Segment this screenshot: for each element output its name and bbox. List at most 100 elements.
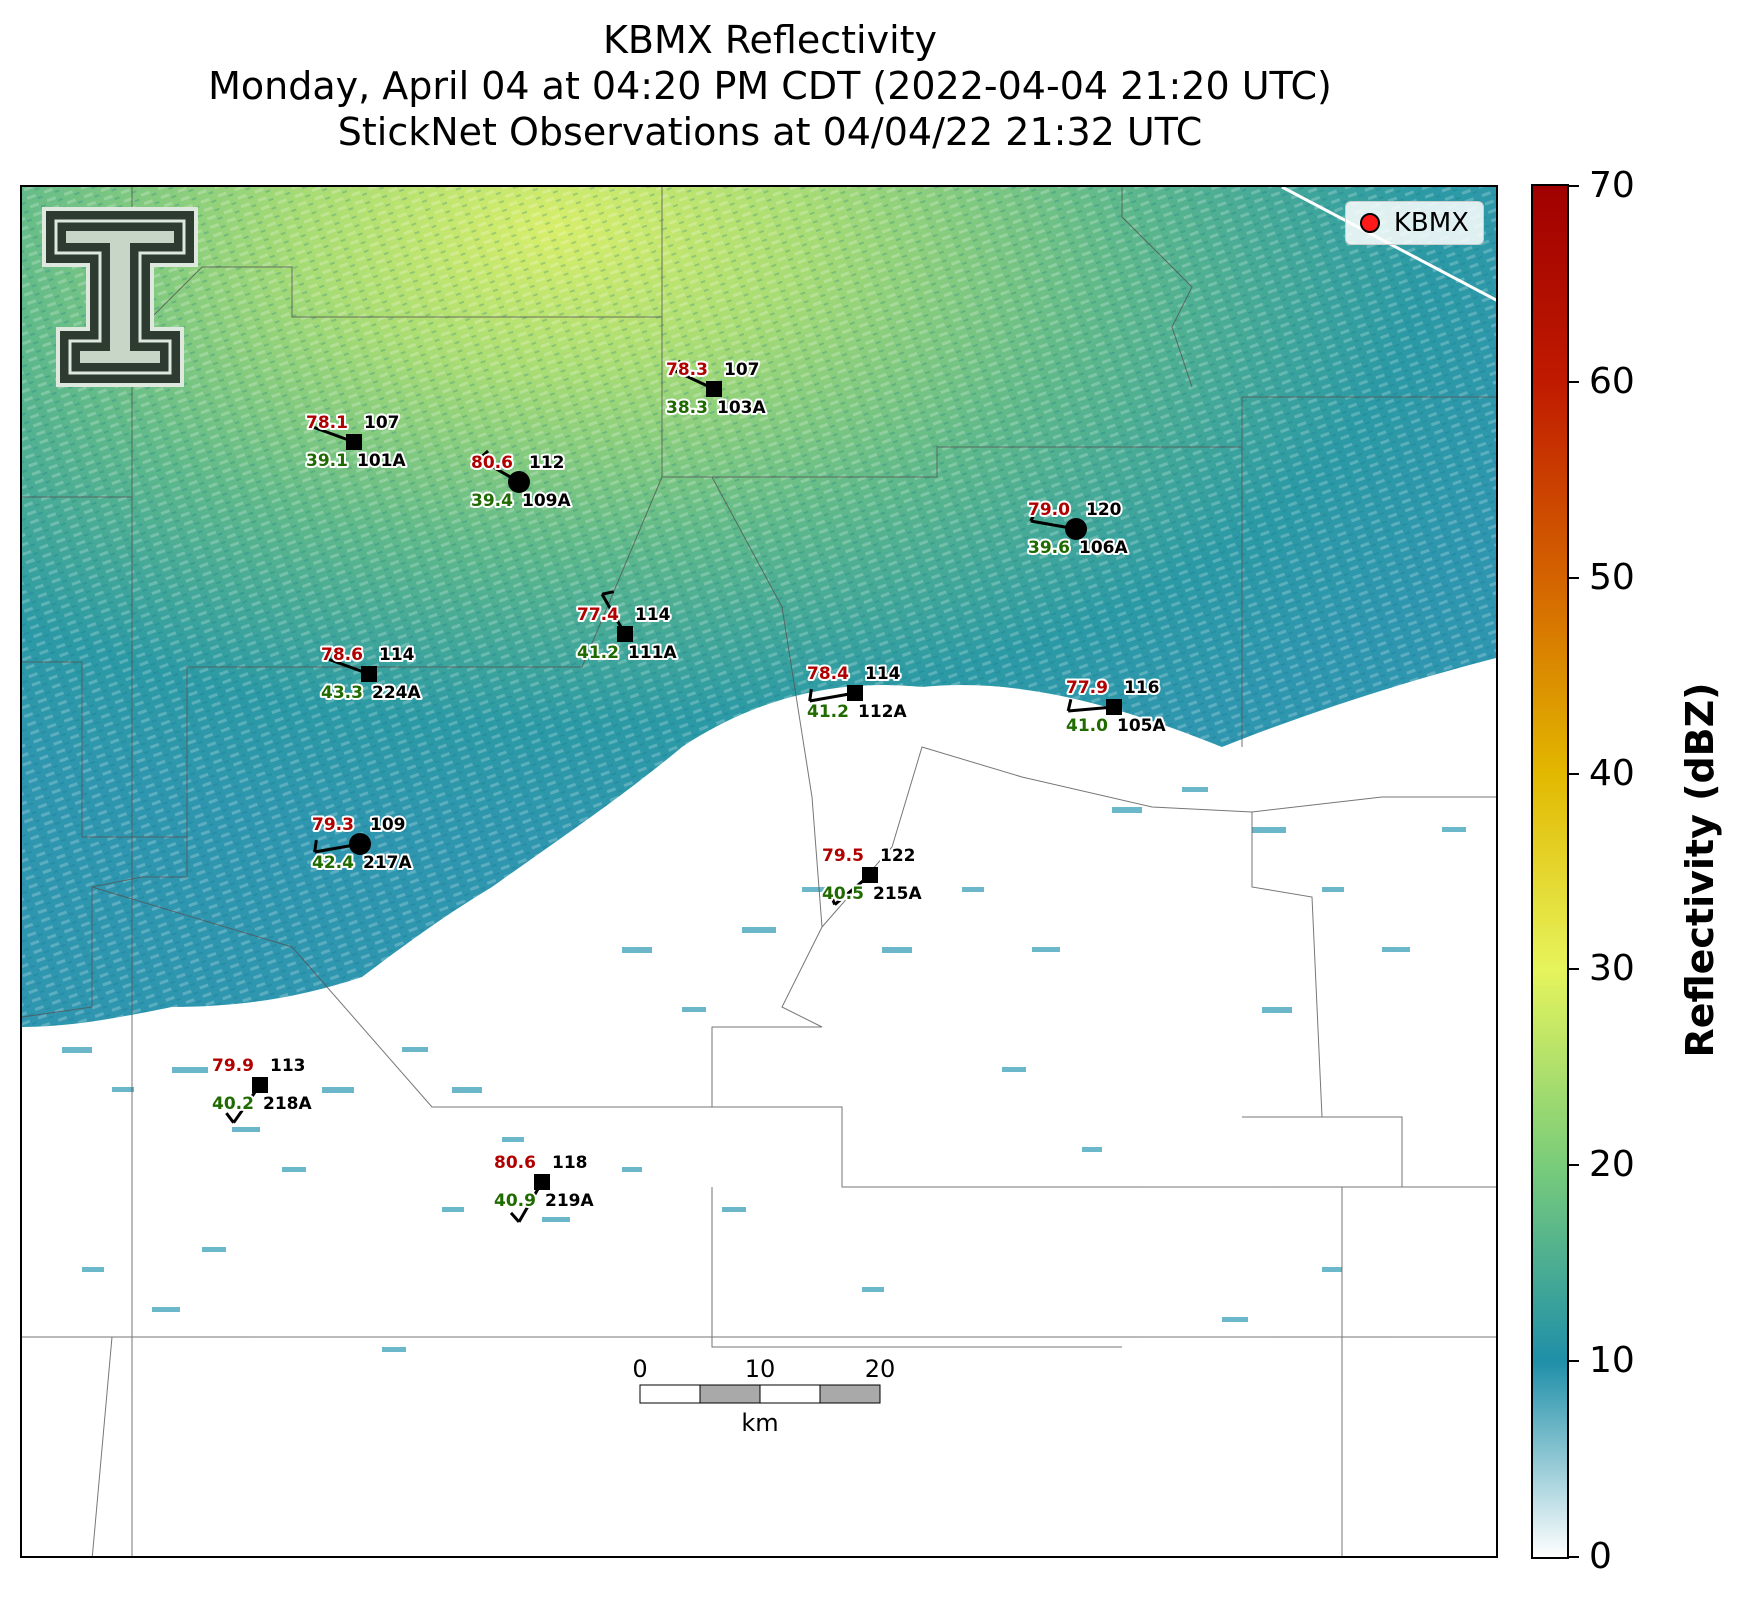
wind-barb-flag: [309, 415, 320, 428]
station-pressure: 107: [724, 360, 760, 380]
station-dewpoint: 40.5: [822, 884, 864, 904]
station-217a[interactable]: 79.3 109 42.4 217A: [310, 813, 414, 875]
wind-barb-flag: [808, 688, 813, 702]
station-id: 217A: [363, 853, 412, 873]
station-id: 215A: [873, 884, 922, 904]
station-pressure: 120: [1086, 500, 1122, 520]
radar-map[interactable]: 78.1 107 39.1 101A 80.6 112 39.4 109A 78.3 107 38.…: [20, 185, 1498, 1558]
station-dewpoint: 41.0: [1066, 716, 1108, 736]
station-103a[interactable]: 78.3 107 38.3 103A: [664, 358, 768, 420]
radar-site-marker-icon: [1359, 213, 1380, 233]
sticknet-stations: 78.1 107 39.1 101A 80.6 112 39.4 109A 78.3 107 38.…: [210, 358, 1168, 1223]
station-temperature: 79.9: [212, 1056, 254, 1076]
scale-tick-0: 0: [632, 1355, 647, 1383]
station-dewpoint: 38.3: [666, 398, 708, 418]
colorbar-tick-label: 20: [1589, 1144, 1635, 1186]
station-215a[interactable]: 79.5 122 40.5 215A: [820, 844, 924, 906]
station-square-marker-icon: [534, 1174, 550, 1190]
wind-barb-flag: [601, 590, 615, 596]
station-112a[interactable]: 78.4 114 41.2 112A: [805, 662, 909, 724]
station-id: 103A: [717, 398, 766, 418]
station-square-marker-icon: [862, 867, 878, 883]
colorbar-tick-label: 0: [1589, 1536, 1612, 1577]
colorbar-tick-label: 60: [1589, 360, 1635, 402]
station-dewpoint: 41.2: [807, 702, 849, 722]
station-id: 109A: [522, 491, 571, 511]
station-109a[interactable]: 80.6 112 39.4 109A: [469, 449, 573, 513]
station-dewpoint: 43.3: [321, 683, 363, 703]
station-temperature: 78.1: [306, 413, 348, 433]
station-square-marker-icon: [617, 626, 633, 642]
station-dewpoint: 42.4: [312, 853, 354, 873]
colorbar-tick-mark: [1569, 772, 1579, 775]
reflectivity-texture: [22, 187, 1496, 1027]
station-id: 218A: [263, 1094, 312, 1114]
station-temperature: 79.3: [312, 815, 354, 835]
wind-barb-flag: [478, 449, 490, 461]
colorbar-tick-label: 70: [1589, 165, 1635, 206]
texas-tech-logo: [42, 207, 198, 387]
station-pressure: 109: [370, 815, 406, 835]
wind-barb-flag: [313, 839, 318, 853]
station-pressure: 116: [1124, 678, 1160, 698]
station-224a[interactable]: 78.6 114 43.3 224A: [319, 643, 423, 705]
title-line-1: KBMX Reflectivity: [602, 18, 938, 62]
station-id: 224A: [372, 683, 421, 703]
station-219a[interactable]: 80.6 118 40.9 219A: [492, 1151, 596, 1223]
station-circle-marker-icon: [349, 833, 371, 855]
station-temperature: 79.5: [822, 846, 864, 866]
station-dewpoint: 40.2: [212, 1094, 254, 1114]
colorbar-tick-label: 40: [1589, 752, 1635, 794]
station-id: 112A: [858, 702, 907, 722]
station-square-marker-icon: [1106, 699, 1122, 715]
scale-bar: 0 10 20 km: [632, 1355, 895, 1437]
scale-tick-20: 20: [865, 1355, 896, 1383]
station-square-marker-icon: [346, 434, 362, 450]
station-id: 106A: [1079, 538, 1128, 558]
colorbar-tick-mark: [1569, 1164, 1579, 1167]
station-id: 219A: [545, 1191, 594, 1211]
station-pressure: 112: [529, 453, 565, 473]
station-temperature: 78.6: [321, 645, 363, 665]
station-101a[interactable]: 78.1 107 39.1 101A: [304, 411, 408, 473]
title-line-2: Monday, April 04 at 04:20 PM CDT (2022-0…: [208, 64, 1332, 108]
station-square-marker-icon: [252, 1077, 268, 1093]
colorbar-tick-mark: [1569, 1360, 1579, 1363]
station-dewpoint: 39.6: [1028, 538, 1070, 558]
wind-barb-flag: [1029, 509, 1038, 522]
title-line-3: StickNet Observations at 04/04/22 21:32 …: [337, 110, 1203, 154]
colorbar-tick-mark: [1569, 185, 1579, 187]
wind-barb-flag: [828, 892, 837, 906]
scale-tick-10: 10: [745, 1355, 776, 1383]
colorbar-tick-label: 30: [1589, 948, 1635, 990]
station-dewpoint: 40.9: [494, 1191, 536, 1211]
station-id: 101A: [357, 451, 406, 471]
map-canvas: 78.1 107 39.1 101A 80.6 112 39.4 109A 78.3 107 38.…: [22, 187, 1496, 1556]
colorbar-tick-mark: [1569, 380, 1579, 383]
station-105a[interactable]: 77.9 116 41.0 105A: [1064, 676, 1168, 738]
colorbar-label: Reflectivity (dBZ): [1678, 682, 1722, 1058]
station-circle-marker-icon: [1065, 518, 1087, 540]
station-dewpoint: 41.2: [577, 643, 619, 663]
station-square-marker-icon: [361, 666, 377, 682]
station-temperature: 80.6: [471, 453, 513, 473]
station-temperature: 80.6: [494, 1153, 536, 1173]
legend-label: KBMX: [1393, 208, 1469, 238]
scattered-echoes: [62, 787, 1466, 1352]
colorbar-tick-mark: [1569, 1556, 1579, 1558]
station-pressure: 114: [865, 664, 901, 684]
station-pressure: 107: [364, 413, 400, 433]
station-218a[interactable]: 79.9 113 40.2 218A: [210, 1054, 314, 1124]
station-111a[interactable]: 77.4 114 41.2 111A: [575, 590, 679, 665]
station-id: 105A: [1117, 716, 1166, 736]
station-circle-marker-icon: [508, 471, 530, 493]
map-legend: KBMX: [1344, 201, 1484, 245]
station-pressure: 118: [552, 1153, 588, 1173]
station-106a[interactable]: 79.0 120 39.6 106A: [1026, 498, 1130, 560]
station-pressure: 122: [880, 846, 916, 866]
scale-unit: km: [741, 1409, 778, 1437]
station-temperature: 77.4: [577, 605, 619, 625]
wind-barb-flag: [509, 1211, 521, 1223]
station-dewpoint: 39.1: [306, 451, 348, 471]
station-square-marker-icon: [706, 381, 722, 397]
